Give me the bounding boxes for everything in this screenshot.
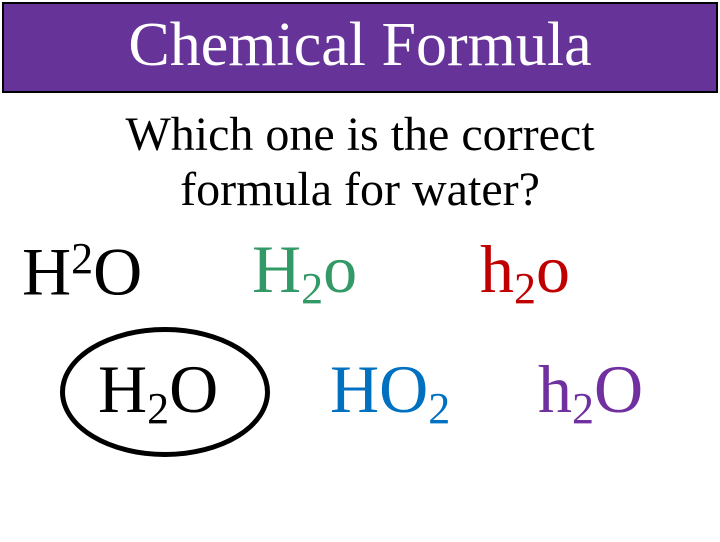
correct-answer-circle (60, 327, 270, 457)
option-1-index: 2 (71, 234, 93, 283)
option-2-index: 2 (301, 264, 323, 313)
option-2-H: H (252, 231, 301, 307)
option-6-O: O (594, 351, 643, 427)
question-line1: Which one is the correct (0, 107, 720, 162)
option-6-H: h (538, 351, 572, 427)
header-title: Chemical Formula (128, 11, 591, 79)
option-2-O: o (323, 231, 357, 307)
option-5: HO2 (330, 355, 450, 435)
option-6: h2O (538, 355, 643, 435)
options-area: H2O H2o h2o H2O HO2 h2O (0, 235, 720, 515)
option-6-index: 2 (572, 384, 594, 433)
option-2: H2o (252, 235, 357, 315)
option-5-index: 2 (428, 384, 450, 433)
option-3-H: h (480, 231, 514, 307)
question-text: Which one is the correct formula for wat… (0, 107, 720, 217)
option-1-O: O (93, 234, 142, 310)
option-3-index: 2 (514, 264, 536, 313)
option-1-H: H (22, 234, 71, 310)
option-1: H2O (22, 235, 142, 306)
option-3: h2o (480, 235, 570, 315)
option-3-O: o (536, 231, 570, 307)
option-5-H: HO (330, 351, 428, 427)
header-bar: Chemical Formula (2, 2, 718, 93)
question-line2: formula for water? (0, 162, 720, 217)
